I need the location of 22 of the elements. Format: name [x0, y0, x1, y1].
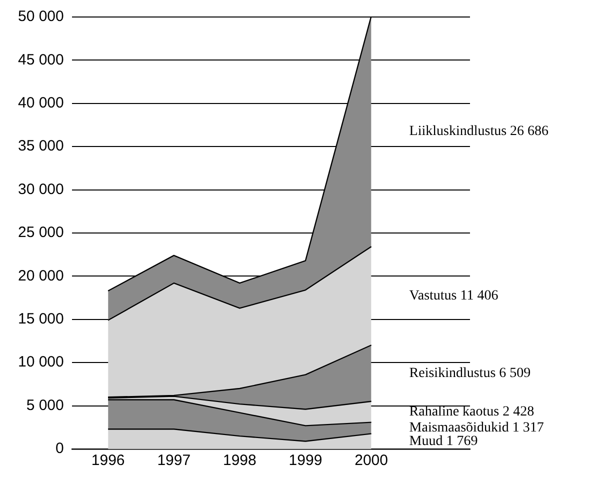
text: Rahaline kaotus 2 428: [409, 404, 534, 420]
text: Vastutus 11 406: [409, 288, 498, 304]
y-tick-label: 15 000: [18, 310, 64, 328]
x-tick-label: 1999: [288, 452, 322, 470]
y-tick-label: 0: [56, 440, 64, 458]
x-tick-label: 1997: [157, 452, 191, 470]
text: Muud 1 769: [409, 434, 478, 450]
text: Maismaasõidukid 1 317: [409, 420, 544, 436]
text: Liikluskindlustus 26 686: [409, 124, 549, 139]
y-tick-label: 25 000: [18, 224, 64, 242]
x-tick-label: 1996: [91, 452, 125, 470]
x-tick-label: 1998: [222, 452, 256, 470]
y-tick-label: 35 000: [18, 138, 64, 155]
y-tick-label: 5 000: [26, 396, 64, 414]
y-tick-label: 20 000: [18, 267, 64, 284]
y-tick-label: 50 000: [18, 8, 64, 26]
y-tick-label: 45 000: [18, 51, 64, 68]
y-tick-label: 40 000: [18, 94, 64, 112]
y-tick-label: 30 000: [18, 180, 64, 198]
x-tick-label: 2000: [354, 452, 388, 470]
y-tick-label: 10 000: [18, 354, 64, 371]
text: Reisikindlustus 6 509: [409, 366, 531, 381]
